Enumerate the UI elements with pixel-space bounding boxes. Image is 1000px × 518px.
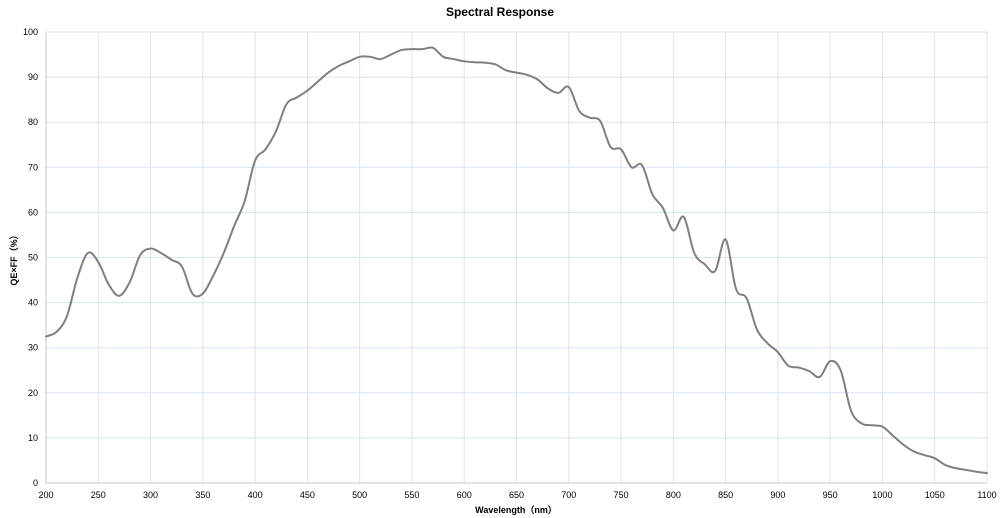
x-tick-label: 600: [457, 490, 472, 500]
x-tick-label: 450: [300, 490, 315, 500]
y-tick-label: 70: [28, 162, 38, 172]
chart-title: Spectral Response: [446, 5, 554, 19]
y-tick-label: 90: [28, 72, 38, 82]
y-tick-label: 20: [28, 388, 38, 398]
x-tick-label: 800: [666, 490, 681, 500]
x-tick-label: 1000: [872, 490, 892, 500]
x-axis-label: Wavelength（nm）: [475, 505, 557, 515]
tick-labels: 0 10 20 30 40 50 60 70 80 90 100 200 250 300 350 400 450…: [23, 27, 997, 500]
y-tick-label: 10: [28, 433, 38, 443]
y-tick-label: 30: [28, 343, 38, 353]
y-tick-label: 100: [23, 27, 38, 37]
x-tick-label: 950: [823, 490, 838, 500]
x-tick-label: 900: [770, 490, 785, 500]
x-tick-label: 500: [352, 490, 367, 500]
y-tick-label: 40: [28, 298, 38, 308]
x-tick-label: 300: [143, 490, 158, 500]
x-tick-label: 200: [38, 490, 53, 500]
axes: [45, 32, 987, 484]
x-tick-label: 250: [91, 490, 106, 500]
series-line: [45, 46, 988, 475]
y-tick-label: 50: [28, 253, 38, 263]
x-tick-label: 1050: [925, 490, 945, 500]
x-tick-label: 650: [509, 490, 524, 500]
x-tick-label: 1100: [977, 490, 996, 500]
x-tick-label: 350: [195, 490, 210, 500]
y-tick-label: 80: [28, 117, 38, 127]
x-tick-label: 750: [614, 490, 629, 500]
y-tick-label: 60: [28, 207, 38, 217]
x-tick-label: 400: [248, 490, 263, 500]
y-tick-label: 0: [33, 478, 38, 488]
x-tick-label: 850: [718, 490, 733, 500]
y-axis-label: QE×FF（%）: [9, 230, 19, 285]
grid: [46, 31, 988, 483]
x-tick-label: 550: [404, 490, 419, 500]
x-tick-label: 700: [561, 490, 576, 500]
